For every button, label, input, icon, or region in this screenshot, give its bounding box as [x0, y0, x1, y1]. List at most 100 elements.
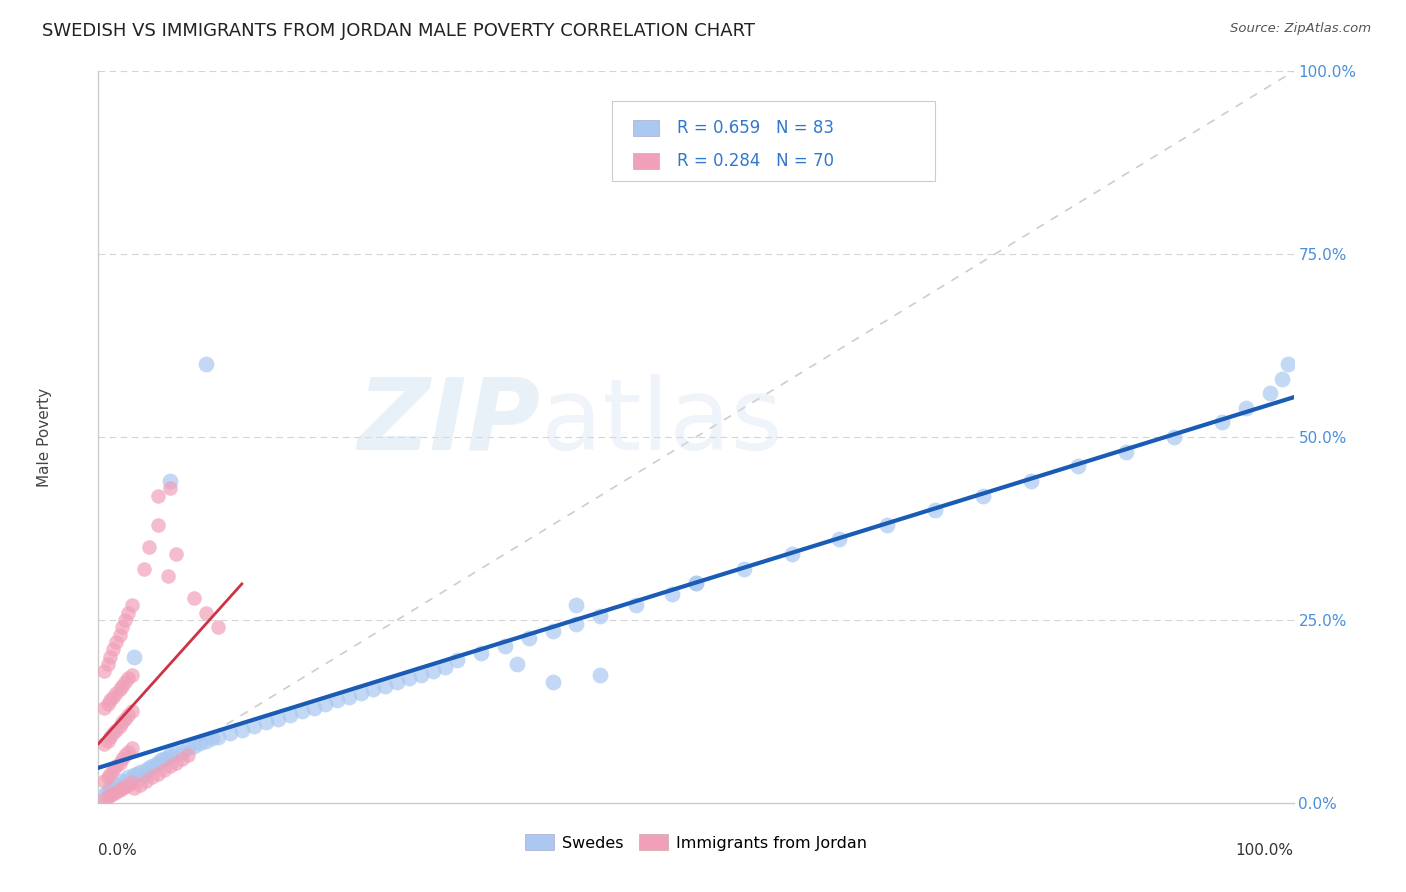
- Point: [339, 690, 361, 704]
- Point: [138, 540, 160, 554]
- Point: [105, 723, 128, 737]
- Point: [1163, 430, 1185, 444]
- Point: [117, 708, 139, 723]
- Point: [111, 773, 134, 788]
- Point: [93, 789, 115, 803]
- Point: [124, 781, 146, 796]
- Point: [145, 757, 167, 772]
- Point: [385, 675, 409, 690]
- Point: [434, 660, 457, 674]
- FancyBboxPatch shape: [633, 153, 659, 169]
- Point: [315, 697, 337, 711]
- Point: [972, 489, 994, 503]
- Point: [159, 759, 181, 773]
- Point: [661, 587, 683, 601]
- Point: [153, 763, 176, 777]
- Point: [121, 740, 143, 755]
- Point: [93, 792, 115, 806]
- Point: [685, 576, 707, 591]
- Legend: Swedes, Immigrants from Jordan: Swedes, Immigrants from Jordan: [519, 828, 873, 857]
- Point: [1271, 371, 1294, 385]
- Point: [101, 642, 124, 657]
- Point: [876, 517, 898, 532]
- Point: [148, 489, 170, 503]
- Point: [101, 782, 124, 797]
- Point: [114, 780, 136, 794]
- Point: [117, 672, 139, 686]
- Point: [114, 675, 136, 690]
- Text: Source: ZipAtlas.com: Source: ZipAtlas.com: [1230, 22, 1371, 36]
- Point: [93, 773, 115, 788]
- Text: ZIP: ZIP: [357, 374, 541, 471]
- Text: atlas: atlas: [541, 374, 782, 471]
- Point: [97, 733, 120, 747]
- Point: [98, 789, 122, 803]
- Point: [517, 632, 540, 646]
- Point: [105, 785, 128, 799]
- Point: [129, 778, 152, 792]
- Point: [183, 591, 205, 605]
- Point: [1258, 386, 1281, 401]
- Point: [398, 672, 420, 686]
- Point: [165, 547, 187, 561]
- Point: [111, 781, 134, 796]
- Point: [156, 750, 179, 764]
- Point: [177, 740, 200, 755]
- Point: [1019, 474, 1042, 488]
- Point: [132, 768, 155, 782]
- Point: [111, 752, 134, 766]
- Point: [302, 700, 325, 714]
- Point: [159, 481, 181, 495]
- Point: [124, 768, 146, 782]
- Point: [1115, 444, 1137, 458]
- Text: 100.0%: 100.0%: [1236, 843, 1294, 858]
- Point: [1277, 357, 1299, 371]
- Point: [121, 599, 143, 613]
- Point: [97, 789, 120, 804]
- Point: [111, 620, 134, 634]
- Point: [422, 664, 444, 678]
- Point: [159, 748, 181, 763]
- Point: [201, 731, 224, 746]
- Point: [589, 609, 612, 624]
- Point: [93, 700, 115, 714]
- Point: [97, 657, 120, 671]
- Point: [117, 606, 139, 620]
- Point: [114, 775, 136, 789]
- Point: [1211, 416, 1233, 430]
- Point: [93, 737, 115, 751]
- Point: [541, 624, 564, 638]
- Point: [97, 697, 120, 711]
- Point: [117, 770, 139, 784]
- Point: [101, 787, 124, 801]
- Point: [780, 547, 803, 561]
- Point: [105, 778, 128, 792]
- Point: [267, 712, 290, 726]
- Point: [101, 726, 124, 740]
- Point: [108, 756, 131, 770]
- Point: [411, 667, 433, 681]
- Point: [153, 752, 176, 766]
- Point: [195, 733, 218, 747]
- Point: [156, 569, 179, 583]
- Point: [124, 649, 146, 664]
- Point: [506, 657, 529, 671]
- Point: [114, 748, 136, 763]
- Point: [121, 772, 143, 787]
- Point: [565, 599, 588, 613]
- Point: [125, 766, 148, 780]
- Point: [98, 730, 122, 744]
- Point: [165, 756, 187, 770]
- Point: [138, 761, 160, 775]
- Point: [165, 746, 187, 760]
- Point: [363, 682, 385, 697]
- Point: [98, 766, 122, 780]
- Point: [195, 357, 218, 371]
- Point: [172, 752, 194, 766]
- Point: [98, 693, 122, 707]
- FancyBboxPatch shape: [613, 101, 935, 181]
- Point: [98, 781, 122, 796]
- Point: [494, 639, 516, 653]
- Point: [129, 765, 152, 780]
- Point: [470, 646, 492, 660]
